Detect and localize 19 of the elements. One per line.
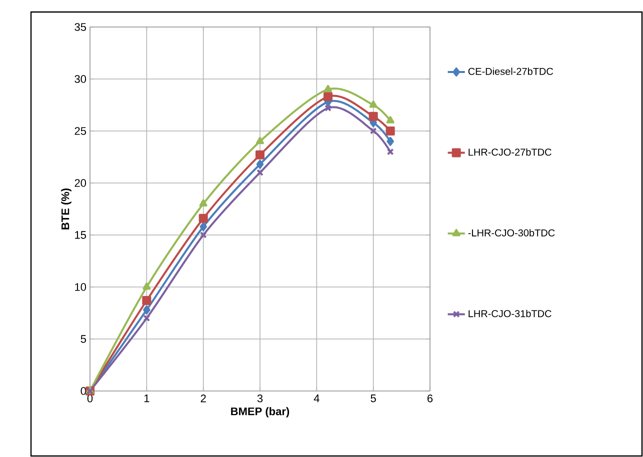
legend-label: CE-Diesel-27bTDC: [468, 68, 554, 75]
y-axis-title: BTE (%): [61, 188, 72, 230]
y-tick-label: 25: [74, 127, 86, 135]
x-tick-label: 1: [144, 394, 150, 402]
y-tick-label: 35: [74, 23, 86, 31]
x-tick-label: 6: [428, 394, 433, 402]
y-tick-label: 10: [75, 283, 86, 291]
legend-label: LHR-CJO-27bTDC: [468, 148, 552, 156]
x-tick-label: 3: [257, 394, 263, 402]
x-tick-label: 5: [370, 394, 376, 402]
x-tick-label: 2: [200, 394, 206, 402]
y-tick-label: 30: [74, 75, 86, 83]
legend-label: LHR-CJO-31bTDC: [468, 310, 552, 318]
y-tick-label: 20: [74, 179, 86, 187]
y-tick-label: 15: [75, 231, 86, 239]
legend-label: -LHR-CJO-30bTDC: [468, 229, 555, 236]
y-tick-label: 5: [80, 335, 86, 343]
x-axis-title: BMEP (bar): [231, 407, 290, 418]
x-tick-label: 4: [314, 394, 320, 402]
